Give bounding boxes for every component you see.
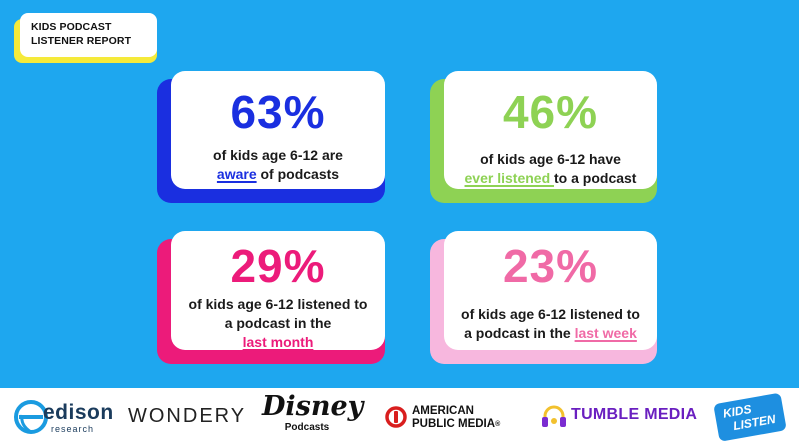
stat-text: of kids age 6-12 listened to: [188, 296, 368, 312]
stat-percent: 46%: [502, 86, 599, 138]
report-background: KIDS PODCAST LISTENER REPORT 63% of kids…: [0, 0, 799, 388]
edison-name: edison: [43, 401, 114, 424]
stat-text-after: to a podcast: [554, 170, 637, 186]
apm-circle-icon: [385, 406, 407, 428]
stat-highlight: aware: [216, 166, 257, 182]
stat-highlight: ever listened: [464, 170, 555, 186]
apm-line-1: AMERICAN: [412, 405, 474, 417]
edison-e-icon: [14, 400, 48, 434]
stat-text-highlight-line: last month: [171, 333, 385, 352]
disney-podcasts-label: Podcasts: [284, 422, 330, 433]
tumble-wordmark: TUMBLE MEDIA: [571, 406, 698, 423]
title-line-1: KIDS PODCAST: [31, 21, 112, 33]
stat-text: of kids age 6-12 listened to: [461, 306, 640, 322]
stat-text-after: of podcasts: [256, 166, 340, 182]
stat-highlight: last month: [242, 334, 314, 350]
apm-line-2: PUBLIC MEDIA: [412, 418, 496, 430]
wondery-logo: WONDERY: [128, 405, 247, 427]
apm-registered-mark: ®: [495, 421, 501, 428]
stat-card-ever-listened: 46% of kids age 6-12 have ever listened …: [444, 71, 657, 189]
stat-text-highlight-line: ever listened to a podcast: [444, 169, 657, 188]
stat-card-aware: 63% of kids age 6-12 are aware of podcas…: [171, 71, 385, 189]
title-badge: KIDS PODCAST LISTENER REPORT: [20, 13, 157, 57]
kids-listen-logo: KIDS LISTEN: [713, 392, 789, 442]
stat-text-line-2: a podcast in the: [224, 315, 332, 331]
stat-highlight: last week: [574, 325, 637, 341]
edison-research-logo: edison research: [13, 397, 113, 437]
headphones-icon: [542, 405, 566, 427]
disney-podcasts-logo: Disney Podcasts: [262, 391, 364, 442]
stat-text-highlight-line: aware of podcasts: [171, 165, 385, 184]
partner-logos-bar: edison research WONDERY Disney Podcasts …: [0, 388, 799, 445]
tumble-media-logo: TUMBLE MEDIA: [540, 402, 697, 432]
stat-text: of kids age 6-12 have: [480, 151, 621, 167]
stat-text: of kids age 6-12 are: [213, 147, 343, 163]
stat-card-last-month: 29% of kids age 6-12 listened to a podca…: [171, 231, 385, 350]
stat-percent: 63%: [230, 86, 326, 138]
stat-percent: 29%: [230, 240, 326, 292]
american-public-media-logo: AMERICAN PUBLIC MEDIA®: [385, 404, 510, 434]
stat-text-line-2: a podcast in the: [464, 325, 575, 341]
stat-text-highlight-line: a podcast in the last week: [444, 324, 657, 343]
edison-sub: research: [51, 424, 95, 434]
stat-percent: 23%: [502, 240, 599, 292]
title-line-2: LISTENER REPORT: [31, 35, 132, 47]
disney-wordmark: Disney: [262, 391, 364, 422]
apm-line-2-wrap: PUBLIC MEDIA®: [412, 418, 500, 431]
stat-card-last-week: 23% of kids age 6-12 listened to a podca…: [444, 231, 657, 350]
